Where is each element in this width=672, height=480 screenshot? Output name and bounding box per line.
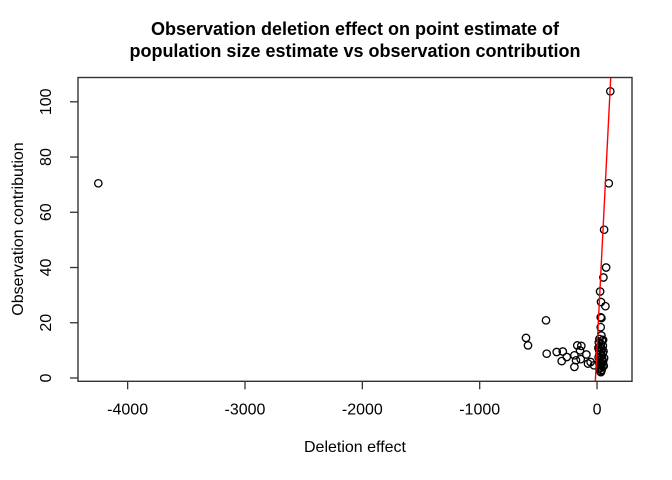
data-point bbox=[596, 297, 606, 307]
x-tick-label: -2000 bbox=[342, 401, 383, 418]
data-point bbox=[521, 333, 531, 343]
data-point bbox=[575, 346, 585, 355]
data-point bbox=[582, 350, 591, 359]
y-tick-label: 20 bbox=[38, 314, 55, 332]
y-tick-label: 0 bbox=[38, 373, 55, 382]
chart-title-line1: Observation deletion effect on point est… bbox=[150, 19, 560, 39]
y-tick-label: 40 bbox=[38, 259, 55, 277]
x-tick-label: -3000 bbox=[225, 401, 266, 418]
fit-line bbox=[594, 77, 612, 382]
data-point bbox=[597, 313, 606, 323]
data-point bbox=[599, 273, 608, 282]
data-point bbox=[552, 347, 562, 357]
data-point bbox=[523, 341, 533, 350]
data-point bbox=[576, 341, 586, 351]
data-point bbox=[594, 343, 603, 353]
x-axis-title: Deletion effect bbox=[304, 439, 406, 456]
data-point bbox=[93, 178, 103, 188]
y-tick-label: 100 bbox=[38, 88, 55, 115]
data-point bbox=[558, 347, 568, 356]
chart-title-line2: population size estimate vs observation … bbox=[129, 41, 581, 61]
x-tick-label: -4000 bbox=[107, 401, 148, 418]
chart-title: Observation deletion effect on point est… bbox=[78, 18, 632, 62]
data-point bbox=[542, 349, 552, 359]
y-tick-label: 60 bbox=[38, 203, 55, 221]
y-tick-label: 80 bbox=[38, 148, 55, 166]
data-point bbox=[570, 350, 579, 360]
data-point bbox=[571, 355, 581, 365]
data-point bbox=[601, 301, 610, 311]
data-point bbox=[596, 367, 606, 377]
data-point bbox=[596, 322, 606, 332]
plot-box bbox=[77, 76, 633, 382]
data-point bbox=[562, 352, 572, 362]
data-point bbox=[572, 341, 582, 350]
data-point bbox=[604, 178, 614, 188]
data-point bbox=[557, 356, 567, 366]
data-point bbox=[599, 225, 609, 235]
data-point bbox=[598, 335, 608, 345]
x-tick-label: -1000 bbox=[459, 401, 500, 418]
data-point bbox=[541, 315, 551, 325]
data-point bbox=[576, 354, 586, 364]
y-axis-title: Observation contribution bbox=[10, 142, 27, 316]
x-tick-label: 0 bbox=[593, 401, 602, 418]
data-point bbox=[601, 263, 611, 272]
